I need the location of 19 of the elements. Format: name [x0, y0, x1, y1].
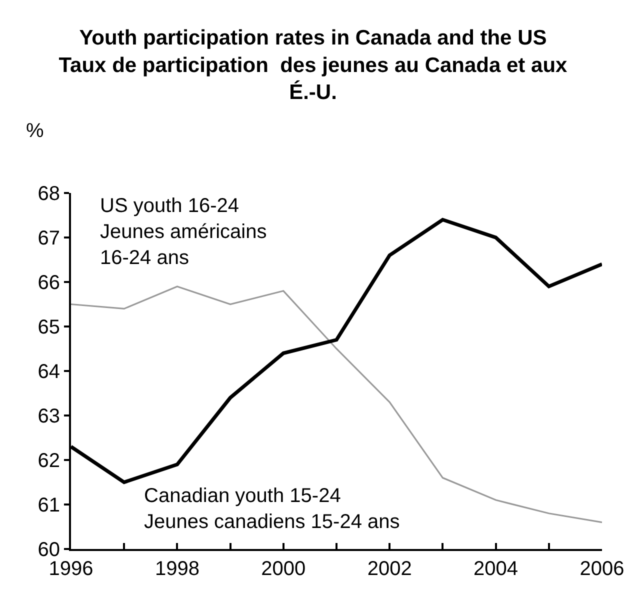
y-tick-label: 64	[38, 361, 60, 383]
x-tick-label: 2004	[474, 558, 518, 580]
y-tick-label: 65	[38, 316, 60, 338]
y-axis-title: %	[26, 120, 44, 142]
x-tick-label: 2000	[261, 558, 306, 580]
y-tick-label: 63	[38, 406, 60, 428]
y-tick-label: 60	[38, 539, 60, 561]
x-tick-label: 1998	[154, 558, 200, 580]
x-tick-label: 1996	[48, 558, 94, 580]
x-tick-label: 2006	[580, 558, 624, 580]
y-tick-label: 62	[38, 450, 60, 472]
y-tick-label: 68	[38, 183, 60, 205]
chart-title: Youth participation rates in Canada and the US Taux de participation des jeunes au Canada et aux É.-U.	[58, 26, 568, 104]
series-label: US youth 16-24 Jeunes américains 16-24 ans	[100, 195, 267, 269]
series-label: Canadian youth 15-24 Jeunes canadiens 15-24 ans	[144, 485, 400, 533]
y-tick-label: 67	[38, 228, 60, 250]
y-tick-label: 66	[38, 272, 60, 294]
y-tick-label: 61	[38, 494, 60, 516]
x-tick-label: 2002	[367, 558, 412, 580]
